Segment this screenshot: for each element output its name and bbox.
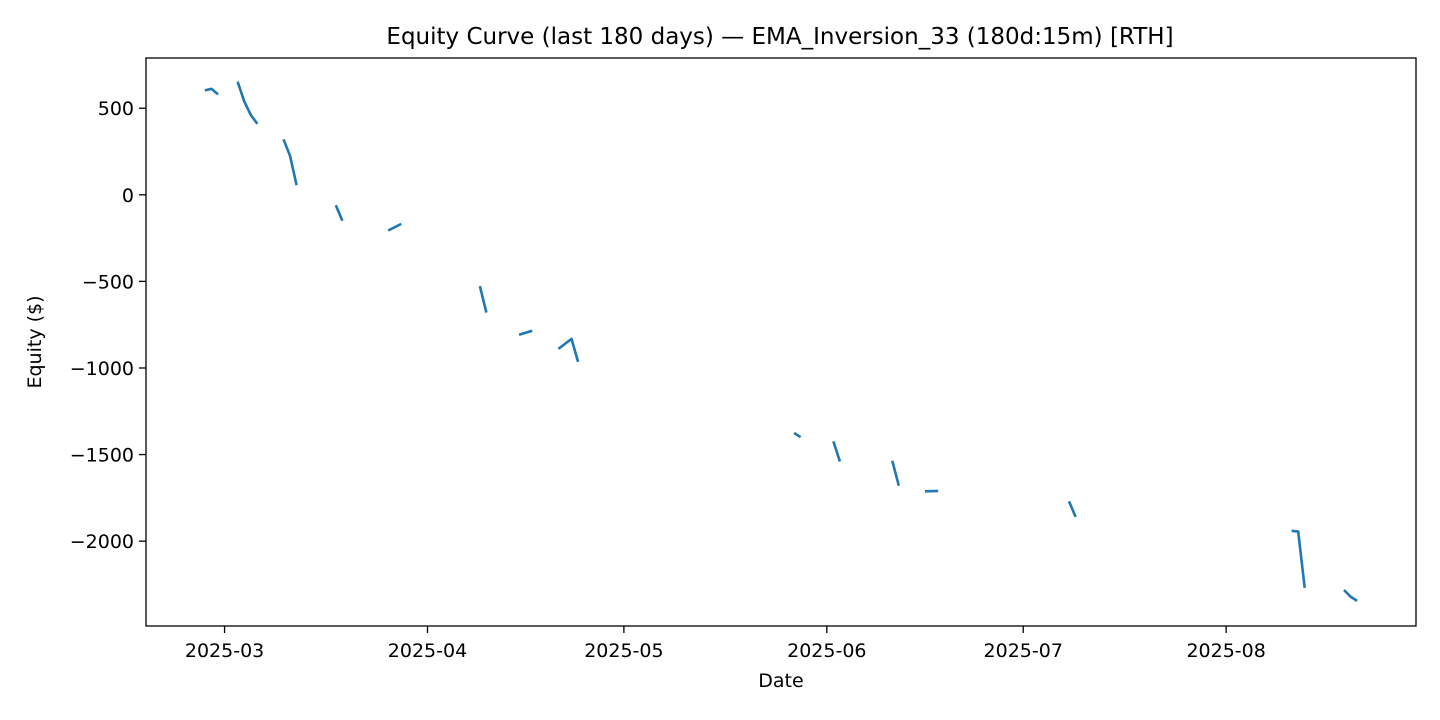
x-tick-label: 2025-05 [584, 640, 663, 662]
equity-line-segment [236, 81, 259, 125]
equity-line-segment [1291, 529, 1306, 589]
x-axis-label: Date [758, 670, 803, 692]
equity-line-segment [793, 431, 802, 439]
equity-line-segment [832, 440, 842, 462]
y-tick-label: −1500 [70, 445, 134, 467]
x-tick-label: 2025-03 [185, 640, 264, 662]
x-tick-label: 2025-04 [388, 640, 467, 662]
equity-line-segment [518, 329, 533, 336]
equity-line-segment [1067, 500, 1077, 518]
equity-line-segment [557, 337, 580, 363]
equity-line-segment [204, 87, 219, 96]
y-axis: 500 0 −500 −1000 −1500 −2000 [70, 98, 146, 553]
equity-line-segment [282, 138, 298, 186]
equity-line-segment [1343, 589, 1358, 602]
equity-line-segment [891, 460, 901, 487]
y-tick-label: −2000 [70, 531, 134, 553]
equity-line-segment [387, 222, 402, 232]
y-axis-label: Equity ($) [24, 295, 46, 388]
x-axis: 2025-03 2025-04 2025-05 2025-06 2025-07 2025-… [185, 626, 1266, 662]
x-tick-label: 2025-07 [984, 640, 1063, 662]
series-layer [204, 81, 1358, 602]
y-tick-label: 0 [122, 185, 134, 207]
y-tick-label: −500 [82, 271, 134, 293]
y-tick-label: −1000 [70, 358, 134, 380]
equity-line-segment [478, 285, 488, 313]
equity-line-segment [334, 204, 344, 222]
chart-title: Equity Curve (last 180 days) — EMA_Inver… [386, 24, 1173, 50]
x-tick-label: 2025-06 [787, 640, 866, 662]
y-tick-label: 500 [98, 98, 134, 120]
x-tick-label: 2025-08 [1186, 640, 1265, 662]
plot-frame [145, 57, 1417, 627]
